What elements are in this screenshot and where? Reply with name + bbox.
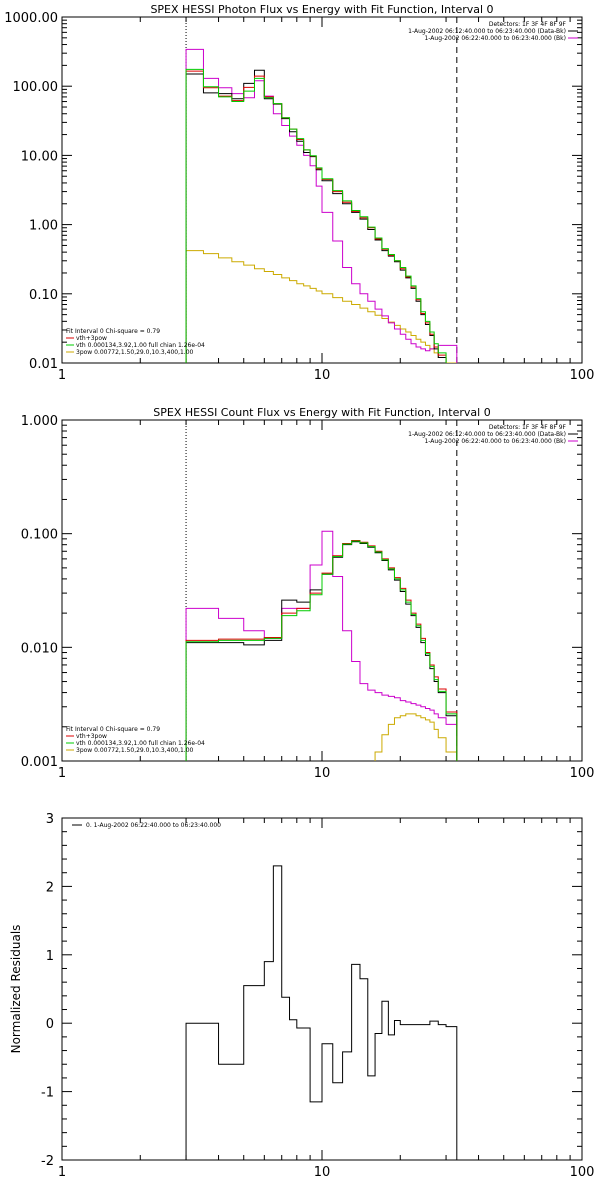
legend-entry: 1-Aug-2002 06:12:40.000 to 06:23:40.000 … (408, 431, 566, 438)
plot-frame (61, 817, 583, 1161)
legend-entry: 1-Aug-2002 06:22:40.000 to 06:23:40.000 … (424, 35, 566, 42)
legend-entry: 0. 1-Aug-2002 06:22:40.000 to 06:23:40.0… (86, 822, 221, 829)
series-line-3 (185, 68, 447, 363)
series-line-1 (185, 48, 458, 363)
legend-entry: 3pow 0.00772,1.50,29.0,10.3,400,1.00 (76, 747, 194, 754)
legend-entry: vth+3pow (76, 335, 107, 342)
series-line-1 (185, 530, 458, 761)
y-tick-label: 2 (46, 880, 54, 895)
y-tick-label: 0.100 (21, 528, 58, 543)
y-tick-label: 0.010 (21, 641, 58, 656)
y-tick-label: -2 (41, 1154, 54, 1169)
y-axis-label: Normalized Residuals (9, 925, 23, 1054)
x-tick-label: 100 (570, 766, 595, 781)
y-tick-label: 1.000 (21, 414, 58, 429)
series-line-2 (185, 540, 458, 761)
series-line-4 (185, 250, 458, 363)
series-line-3 (185, 540, 458, 761)
y-tick-label: 0.10 (29, 288, 58, 303)
y-tick-label: 100.00 (13, 80, 59, 95)
legend-entry: Fit Interval 0 Chi-square = 0.79 (66, 726, 160, 733)
chart-title: SPEX HESSI Photon Flux vs Energy with Fi… (150, 3, 493, 16)
legend-entry: Detectors: 1F 3F 4F 8F 9F (489, 424, 567, 431)
y-tick-label: 1 (46, 949, 54, 964)
legend-entry: 1-Aug-2002 06:12:40.000 to 06:23:40.000 … (408, 28, 566, 35)
series-line-4 (374, 713, 458, 761)
x-tick-label: 1 (58, 1165, 66, 1180)
x-tick-label: 1 (58, 368, 66, 383)
legend-entry: Fit Interval 0 Chi-square = 0.79 (66, 328, 160, 335)
y-tick-label: 0.01 (29, 357, 58, 372)
series-line-0 (185, 541, 458, 761)
legend-entry: vth 0.000134,3.92,1.00 full chian 1.26e-… (76, 740, 205, 747)
series-line-0 (185, 865, 458, 1160)
legend-entry: 3pow 0.00772,1.50,29.0,10.3,400,1.00 (76, 349, 194, 356)
x-tick-label: 1 (58, 766, 66, 781)
x-tick-label: 100 (570, 1165, 595, 1180)
y-tick-label: 3 (46, 812, 54, 827)
y-tick-label: 1.00 (29, 219, 58, 234)
legend-entry: Detectors: 1F 3F 4F 8F 9F (489, 21, 567, 28)
y-tick-label: -1 (41, 1086, 54, 1101)
x-tick-label: 10 (314, 1165, 331, 1180)
chart-title: SPEX HESSI Count Flux vs Energy with Fit… (153, 406, 490, 419)
x-tick-label: 10 (314, 766, 331, 781)
legend-entry: vth 0.000134,3.92,1.00 full chian 1.26e-… (76, 342, 205, 349)
y-tick-label: 0.001 (21, 755, 58, 770)
x-tick-label: 100 (570, 368, 595, 383)
y-tick-label: 0 (46, 1017, 54, 1032)
legend-entry: vth+3pow (76, 733, 107, 740)
y-tick-label: 10.00 (21, 149, 58, 164)
legend-entry: 1-Aug-2002 06:22:40.000 to 06:23:40.000 … (424, 438, 566, 445)
y-tick-label: 1000.00 (4, 11, 58, 26)
chart-panel-1: SPEX HESSI Count Flux vs Energy with Fit… (21, 406, 595, 781)
chart-panel-0: SPEX HESSI Photon Flux vs Energy with Fi… (4, 3, 594, 383)
x-tick-label: 10 (314, 368, 331, 383)
